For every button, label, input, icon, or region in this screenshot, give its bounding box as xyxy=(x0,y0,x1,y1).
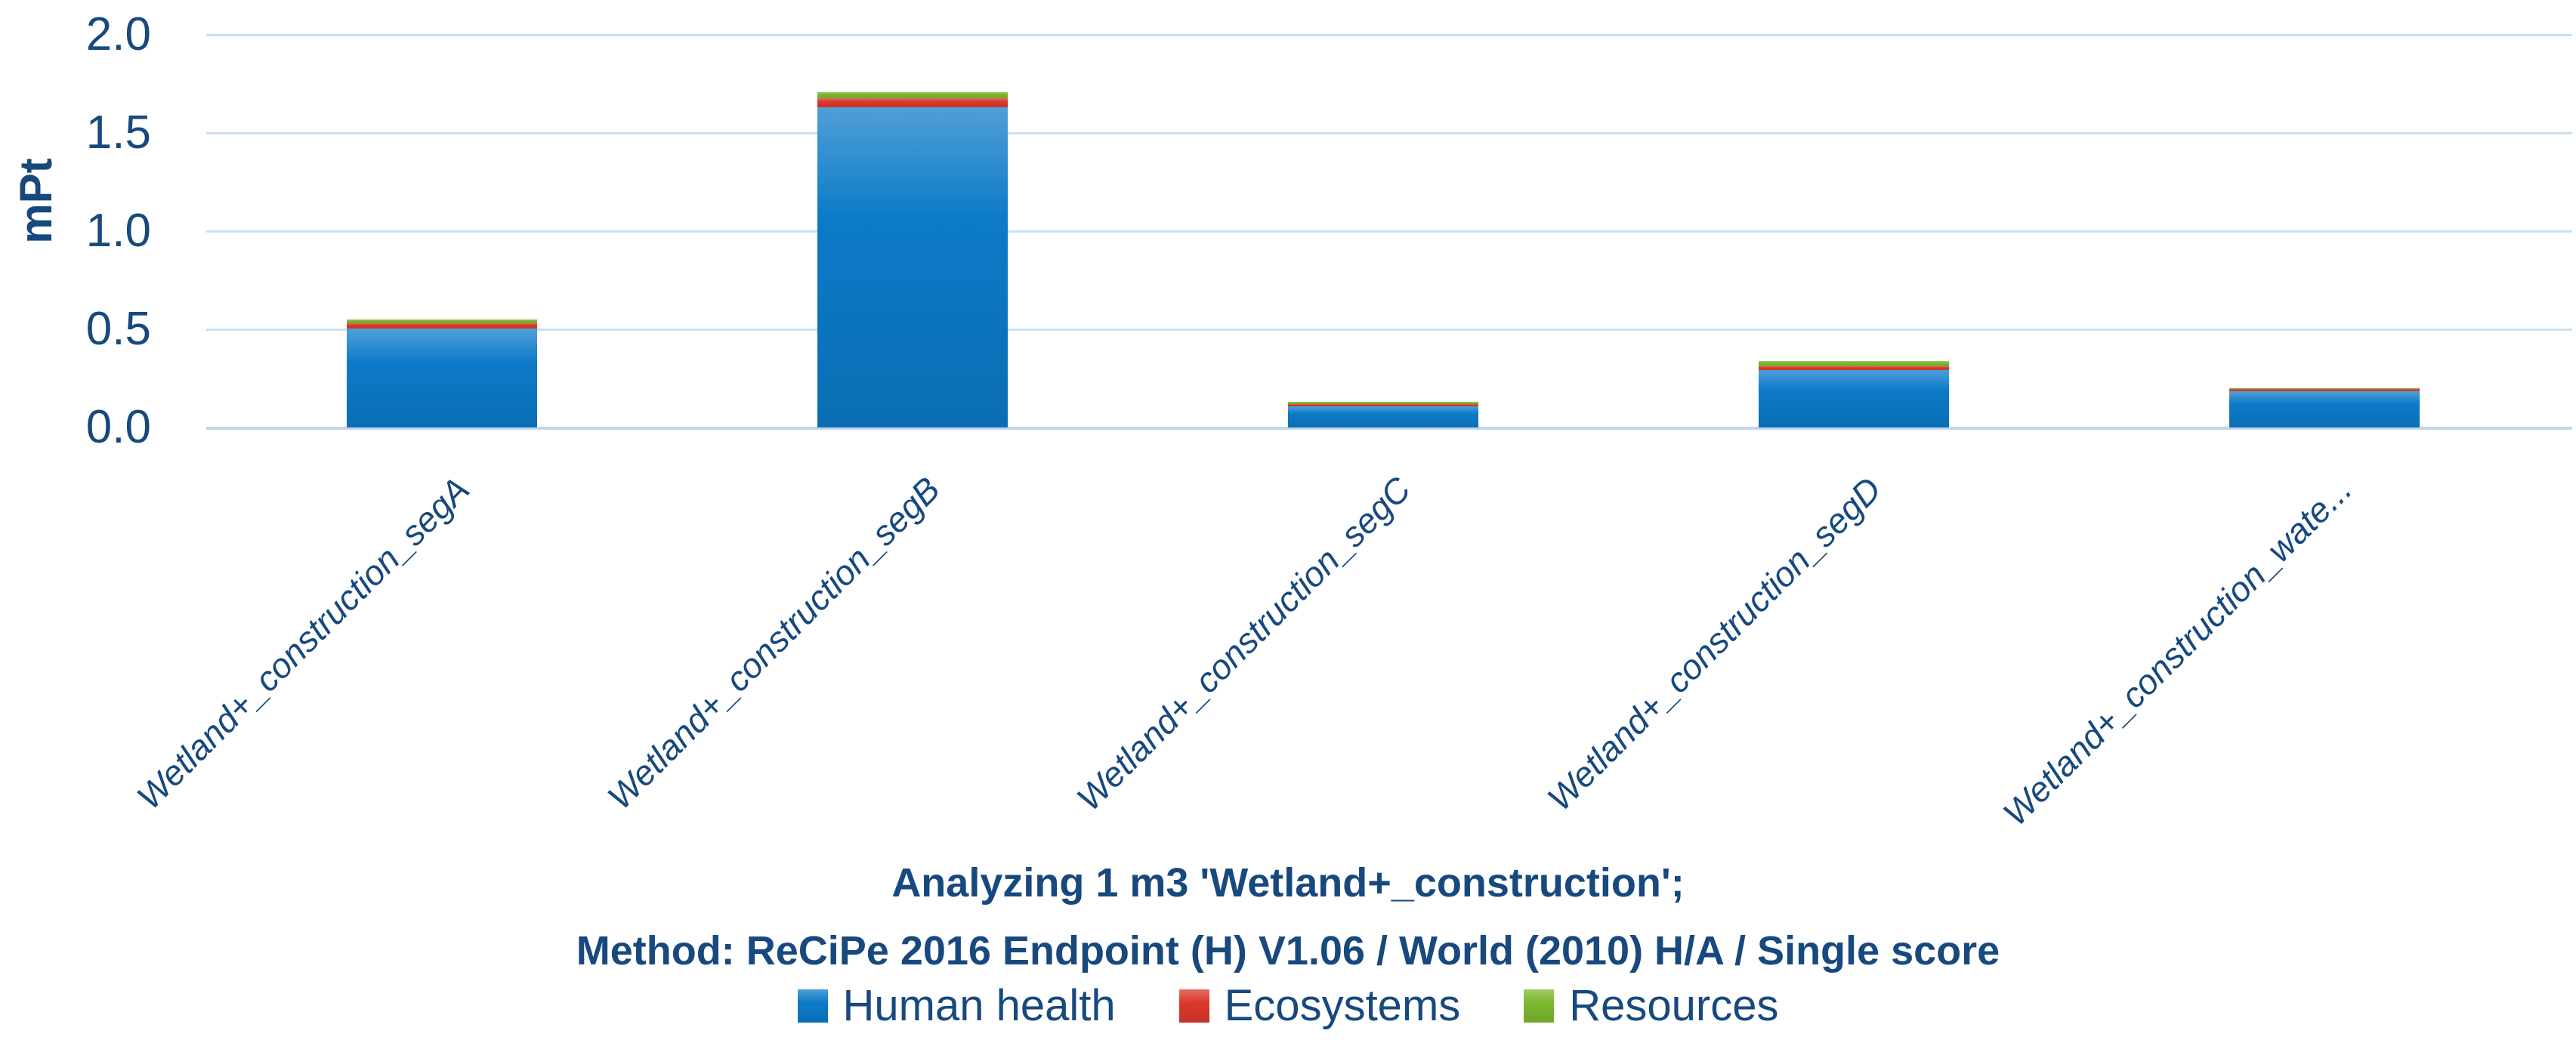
gridline xyxy=(206,329,2572,331)
y-tick-label: 0.0 xyxy=(85,401,151,453)
bar-segment-ecosystems xyxy=(347,322,537,329)
x-axis-line xyxy=(206,427,2572,430)
bar-segment-resources xyxy=(2229,388,2420,390)
y-tick-label: 1.5 xyxy=(85,106,151,159)
chart-title-line2: Method: ReCiPe 2016 Endpoint (H) V1.06 /… xyxy=(576,928,2000,973)
bar-segment-human-health xyxy=(347,328,537,428)
bar-segment-ecosystems xyxy=(817,98,1008,107)
legend-item-resources: Resources xyxy=(1524,981,1779,1030)
bar-segment-resources xyxy=(817,91,1008,99)
legend-swatch-resources xyxy=(1524,989,1555,1023)
bar-segment-ecosystems xyxy=(1288,403,1478,407)
legend-swatch-ecosystems xyxy=(1178,989,1209,1023)
plot-area xyxy=(206,34,2572,430)
bar-segment-resources xyxy=(1288,401,1478,404)
bar-segment-resources xyxy=(1759,361,1949,366)
stacked-bar xyxy=(2229,388,2420,428)
gridline xyxy=(206,34,2572,36)
bar-segment-human-health xyxy=(1288,406,1478,428)
legend-item-ecosystems: Ecosystems xyxy=(1178,981,1461,1030)
stacked-bar xyxy=(1288,401,1478,428)
bar-segment-human-health xyxy=(2229,390,2420,428)
bar-segment-ecosystems xyxy=(2229,389,2420,392)
y-tick-label: 0.5 xyxy=(85,303,151,355)
bar-segment-human-health xyxy=(817,106,1008,428)
gridline xyxy=(206,132,2572,134)
stacked-bar xyxy=(817,91,1008,428)
gridline xyxy=(206,230,2572,233)
y-tick-label: 2.0 xyxy=(85,8,151,60)
bar-segment-ecosystems xyxy=(1759,366,1949,371)
stacked-bar xyxy=(347,319,537,428)
chart-title: Analyzing 1 m3 'Wetland+_construction'; … xyxy=(0,849,2576,985)
legend-label: Ecosystems xyxy=(1224,981,1461,1030)
legend-label: Resources xyxy=(1569,981,1779,1030)
y-tick-label: 1.0 xyxy=(85,205,151,257)
bar-segment-resources xyxy=(347,319,537,323)
stacked-bar xyxy=(1759,361,1949,427)
legend: Human health Ecosystems Resources xyxy=(0,982,2576,1030)
bar-segment-human-health xyxy=(1759,370,1949,427)
legend-swatch-human-health xyxy=(797,989,828,1023)
chart-title-line1: Analyzing 1 m3 'Wetland+_construction'; xyxy=(891,860,1685,906)
legend-label: Human health xyxy=(842,981,1116,1030)
legend-item-human-health: Human health xyxy=(797,981,1116,1030)
